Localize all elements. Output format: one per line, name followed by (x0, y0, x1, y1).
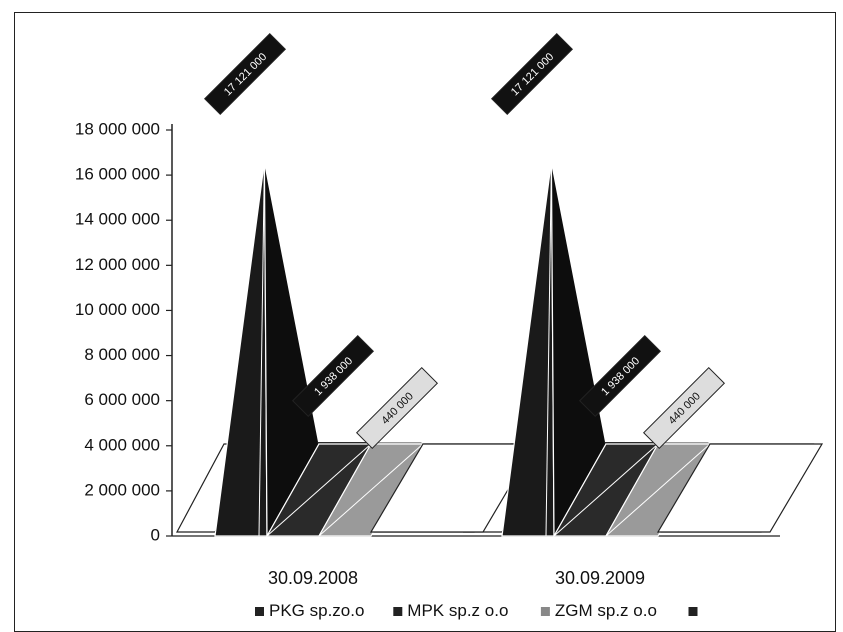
legend-swatch (540, 607, 550, 616)
pyramid-front (214, 161, 268, 537)
data-label: 440 000 (355, 366, 439, 450)
y-tick-label: 12 000 000 (75, 255, 160, 274)
y-tick-label: 14 000 000 (75, 210, 160, 229)
legend-swatch (688, 607, 698, 616)
legend-swatch (393, 607, 403, 616)
pyramid-front (501, 161, 555, 537)
legend-label: PKG sp.zo.o (269, 601, 364, 620)
y-tick-label: 2 000 000 (84, 480, 160, 499)
prism-diagonal (266, 443, 372, 537)
y-tick-label: 6 000 000 (84, 390, 160, 409)
legend-label: ZGM sp.z o.o (555, 601, 657, 620)
y-tick-label: 16 000 000 (75, 165, 160, 184)
y-tick-label: 4 000 000 (84, 435, 160, 454)
axis-layer: 18 000 000 16 000 000 14 000 000 12 000 000… (75, 119, 780, 544)
y-tick-label: 18 000 000 (75, 119, 160, 138)
marks-layer (214, 161, 824, 539)
data-label-box (490, 32, 574, 116)
pyramid-edge (258, 161, 265, 537)
prism-diagonal (318, 443, 424, 537)
category-labels-layer: 30.09.2008 30.09.2009 (268, 568, 645, 588)
data-label: 17 121 000 (203, 32, 287, 116)
legend: PKG sp.zo.o MPK sp.z o.o ZGM sp.z o.o (255, 601, 698, 620)
y-tick-label: 0 (151, 525, 160, 544)
data-label-box (355, 366, 439, 450)
category-label: 30.09.2008 (268, 568, 358, 588)
data-label-box (578, 334, 662, 418)
y-tick-label: 8 000 000 (84, 345, 160, 364)
prism-diagonal (553, 443, 659, 537)
data-label-box (291, 334, 375, 418)
category-label: 30.09.2009 (555, 568, 645, 588)
data-label: 17 121 000 (490, 32, 574, 116)
data-label: 440 000 (642, 366, 726, 450)
data-label-box (203, 32, 287, 116)
legend-swatch (255, 607, 264, 616)
prism-diagonal (605, 443, 711, 537)
legend-label: MPK sp.z o.o (407, 601, 508, 620)
data-label-box (642, 366, 726, 450)
y-tick-label: 10 000 000 (75, 300, 160, 319)
series-4-wedge (656, 443, 824, 533)
pyramid-edge (545, 161, 552, 537)
